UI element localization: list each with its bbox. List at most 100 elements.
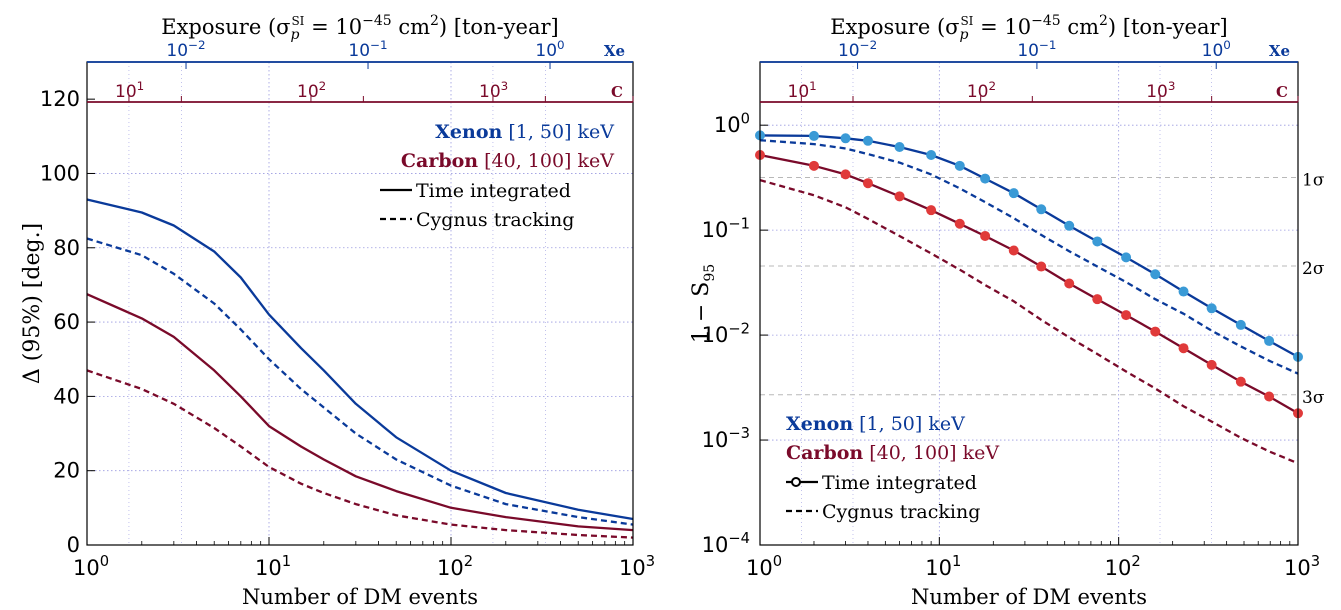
x-tick-label-exponent: 1 [952, 553, 961, 570]
title-sup: SI [960, 14, 973, 28]
carbon-tick-label: 101 [115, 79, 144, 102]
legend-xenon-range: [1, 50] keV [859, 413, 965, 435]
legend-carbon: Carbon [40, 100] keV [786, 442, 999, 464]
data-point-xenon-7 [980, 173, 991, 184]
xenon-tick-label-exponent: 0 [1223, 38, 1231, 52]
title-part: ) [ton-year] [1108, 15, 1228, 39]
x-tick-label: 101 [925, 553, 961, 580]
carbon-tick-label-base: 10 [1146, 82, 1168, 102]
exposure-axis-title: Exposure (σpSI = 10−45 cm2) [ton-year] [830, 13, 1227, 43]
carbon-tick-label: 103 [1146, 79, 1175, 102]
xenon-tick-label: 100 [1202, 38, 1231, 61]
title-unit-sup: 2 [1099, 13, 1108, 29]
y-tick-label: 10−1 [702, 215, 750, 242]
y-tick-label: 0 [67, 533, 80, 557]
x-tick-label-base: 10 [619, 556, 646, 580]
data-point-xenon-12 [1121, 252, 1132, 263]
y-label-main: 1 − S [689, 282, 714, 344]
x-tick-label-exponent: 2 [464, 553, 473, 570]
title-part: cm [1061, 15, 1099, 39]
carbon-tick-label-base: 10 [479, 82, 501, 102]
series-line-xenon-solid-markers [759, 134, 1299, 358]
x-tick-label-base: 10 [437, 556, 464, 580]
legend-xenon: Xenon [1, 50] keV [435, 121, 614, 143]
x-tick-label: 102 [437, 553, 473, 580]
x-tick-label-exponent: 3 [1311, 553, 1320, 570]
data-point-carbon-13 [1150, 326, 1161, 337]
series-line-xenon-dashed [759, 139, 1299, 375]
xenon-axis-name: Xe [604, 42, 625, 60]
x-tick-label: 100 [746, 553, 782, 580]
data-point-carbon-15 [1206, 359, 1217, 370]
legend-dashed-label: Cygnus tracking [822, 501, 980, 523]
y-tick-label: 20 [53, 459, 80, 483]
data-point-carbon-10 [1064, 278, 1075, 289]
y-tick-label-exponent: 0 [741, 110, 750, 127]
data-point-xenon-15 [1206, 303, 1217, 314]
legend-xenon-range: [1, 50] keV [508, 121, 614, 143]
data-point-xenon-11 [1092, 236, 1103, 247]
data-point-carbon-6 [954, 218, 965, 229]
data-point-xenon-2 [840, 133, 851, 144]
y-tick-label: 100 [714, 110, 750, 137]
xenon-tick-label: 10−2 [166, 38, 205, 61]
data-point-xenon-10 [1064, 220, 1075, 231]
x-tick-label-base: 10 [73, 556, 100, 580]
y-axis-label: 1 − S95 [689, 264, 718, 343]
x-tick-label-exponent: 0 [100, 553, 109, 570]
data-point-xenon-14 [1178, 286, 1189, 297]
data-point-carbon-5 [926, 205, 937, 216]
title-part: Exposure (σ [830, 15, 959, 39]
xenon-axis-name: Xe [1269, 42, 1290, 60]
carbon-tick-label-exponent: 2 [319, 79, 327, 93]
y-tick-label-exponent: −3 [728, 425, 750, 442]
y-tick-label: 80 [53, 236, 80, 260]
title-sub: p [290, 27, 299, 43]
xenon-tick-label-base: 10 [1202, 41, 1224, 61]
title-part: ) [ton-year] [439, 15, 559, 39]
y-tick-label: 100 [40, 161, 80, 185]
legend-solid-label: Time integrated [822, 472, 977, 494]
carbon-tick-label-exponent: 3 [501, 79, 509, 93]
data-point-carbon-2 [840, 169, 851, 180]
sigma-label-1: 1σ [1302, 171, 1325, 191]
x-tick-label-base: 10 [746, 556, 773, 580]
carbon-tick-label-exponent: 1 [809, 79, 817, 93]
legend-xenon-name: Xenon [786, 413, 853, 435]
y-tick-label: 40 [53, 384, 80, 408]
data-point-xenon-8 [1008, 188, 1019, 199]
y-tick-label: 120 [40, 87, 80, 111]
data-point-xenon-17 [1264, 335, 1275, 346]
legend-dashed-label: Cygnus tracking [416, 209, 574, 231]
title-exp: −45 [362, 13, 392, 29]
carbon-tick-label-base: 10 [297, 82, 319, 102]
xenon-tick-label: 10−1 [1017, 38, 1056, 61]
series-line-carbon-solid-markers [759, 153, 1299, 415]
series-line-carbon-dashed [86, 369, 634, 539]
data-point-carbon-9 [1036, 261, 1047, 272]
title-part: = 10 [973, 15, 1031, 39]
carbon-tick-label: 102 [297, 79, 326, 102]
data-point-xenon-13 [1150, 269, 1161, 280]
y-label-sub: 95 [702, 264, 718, 282]
data-point-carbon-11 [1092, 294, 1103, 305]
legend: Xenon [1, 50] keV Carbon [40, 100] keV Time … [380, 121, 614, 231]
y-axis-label: Δ (95%) [deg.] [20, 223, 45, 384]
x-tick-label-exponent: 1 [282, 553, 291, 570]
legend-carbon-name: Carbon [786, 442, 863, 464]
legend: Xenon [1, 50] keV Carbon [40, 100] keV Time … [786, 413, 999, 523]
data-point-carbon-3 [862, 178, 873, 189]
series-line-carbon-dashed [759, 178, 1299, 465]
title-unit-sup: 2 [430, 13, 439, 29]
title-part: cm [392, 15, 430, 39]
legend-xenon: Xenon [1, 50] keV [786, 413, 965, 435]
legend-xenon-name: Xenon [435, 121, 502, 143]
y-tick-label-exponent: −2 [728, 320, 750, 337]
legend-carbon: Carbon [40, 100] keV [401, 150, 614, 172]
x-tick-label-exponent: 3 [646, 553, 655, 570]
y-tick-label-base: 10 [702, 428, 729, 452]
xenon-tick-label-exponent: −2 [188, 38, 206, 52]
xenon-tick-label: 10−2 [838, 38, 877, 61]
x-tick-label: 102 [1105, 553, 1141, 580]
